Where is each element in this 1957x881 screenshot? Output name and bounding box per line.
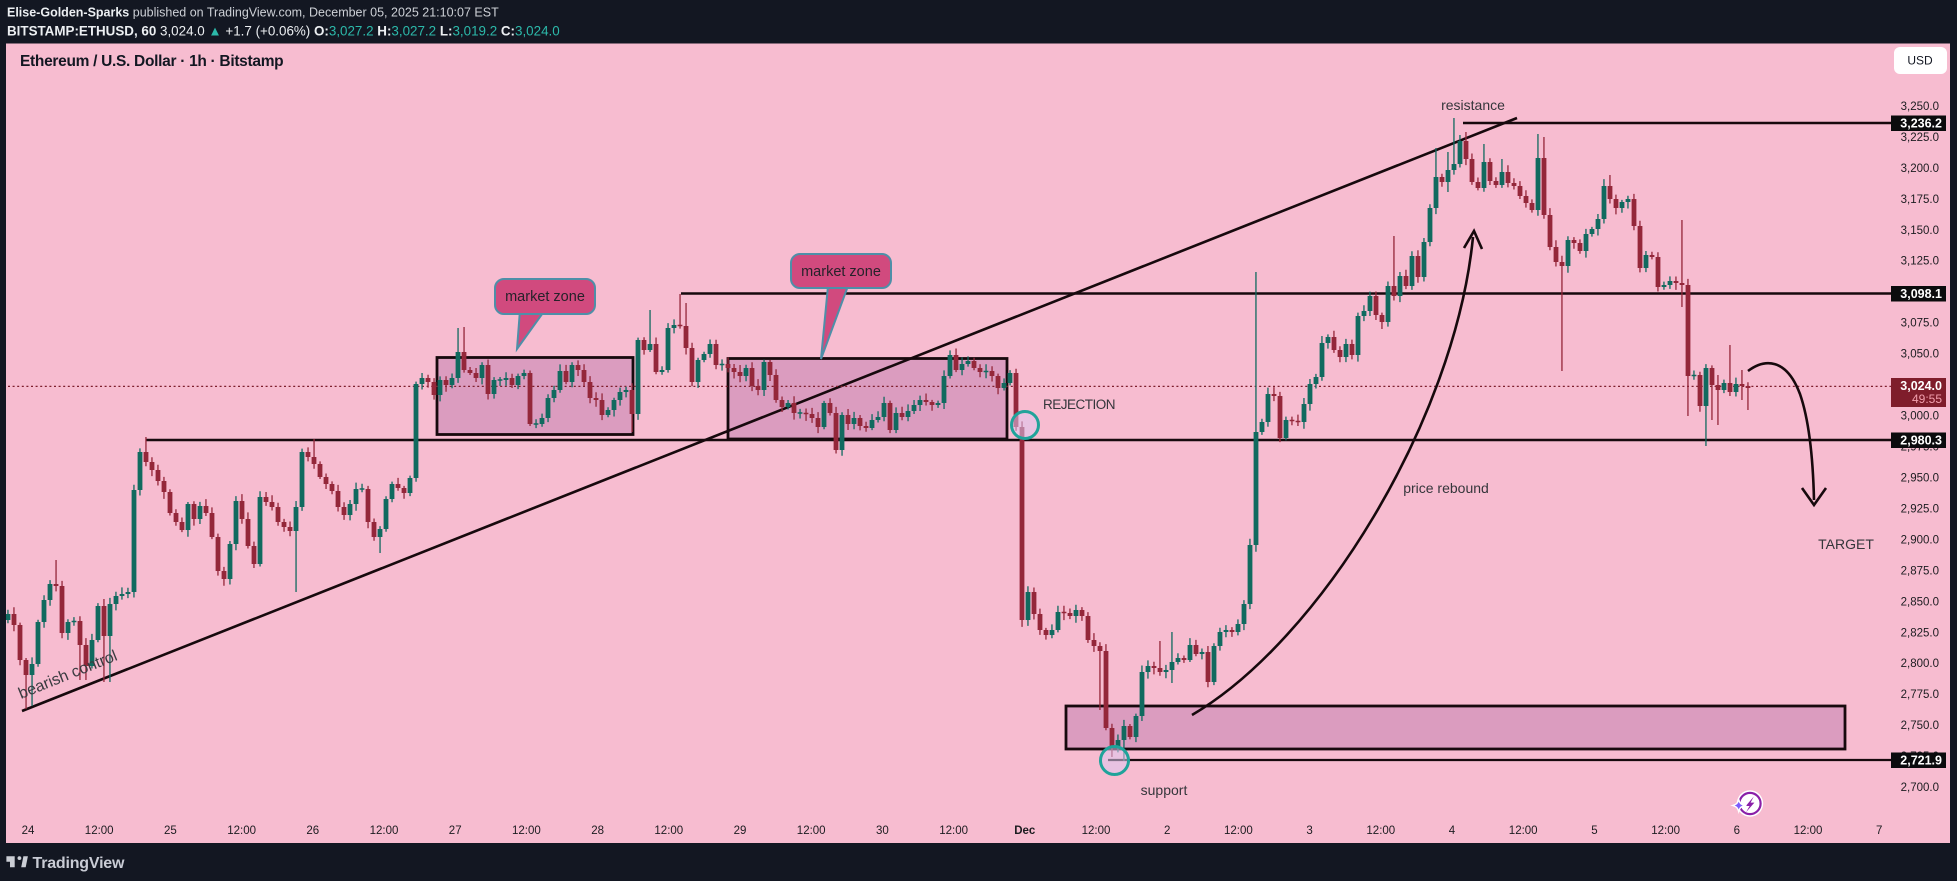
svg-text:resistance: resistance <box>1441 97 1505 113</box>
svg-text:TARGET: TARGET <box>1818 536 1874 552</box>
svg-text:2,825.0: 2,825.0 <box>1901 627 1939 639</box>
svg-text:2,980.3: 2,980.3 <box>1900 434 1942 448</box>
svg-text:12:00: 12:00 <box>370 825 399 837</box>
svg-text:2,700.0: 2,700.0 <box>1901 782 1939 794</box>
svg-text:3,175.0: 3,175.0 <box>1901 194 1939 206</box>
svg-text:Elise-Golden-Sparks published: Elise-Golden-Sparks published on Trading… <box>7 6 499 20</box>
svg-text:7: 7 <box>1876 825 1882 837</box>
svg-text:2,750.0: 2,750.0 <box>1901 720 1939 732</box>
svg-text:30: 30 <box>876 825 889 837</box>
svg-text:3,075.0: 3,075.0 <box>1901 318 1939 330</box>
svg-text:3: 3 <box>1306 825 1312 837</box>
svg-text:3,236.2: 3,236.2 <box>1900 117 1942 131</box>
svg-text:12:00: 12:00 <box>797 825 826 837</box>
svg-text:27: 27 <box>449 825 462 837</box>
svg-text:Ethereum / U.S. Dollar · 1h ·: Ethereum / U.S. Dollar · 1h · Bitstamp <box>20 53 283 70</box>
svg-text:3,125.0: 3,125.0 <box>1901 256 1939 268</box>
svg-text:12:00: 12:00 <box>1509 825 1538 837</box>
svg-text:12:00: 12:00 <box>654 825 683 837</box>
svg-text:support: support <box>1141 782 1188 798</box>
svg-text:49:55: 49:55 <box>1912 392 1942 406</box>
svg-text:3,098.1: 3,098.1 <box>1900 287 1942 301</box>
svg-text:25: 25 <box>164 825 177 837</box>
svg-text:2: 2 <box>1164 825 1170 837</box>
svg-text:market zone: market zone <box>801 264 881 280</box>
svg-text:6: 6 <box>1734 825 1740 837</box>
svg-text:12:00: 12:00 <box>1082 825 1111 837</box>
svg-text:12:00: 12:00 <box>1651 825 1680 837</box>
svg-text:market zone: market zone <box>505 289 585 305</box>
svg-text:price rebound: price rebound <box>1403 480 1489 496</box>
svg-text:3,150.0: 3,150.0 <box>1901 225 1939 237</box>
svg-text:2,900.0: 2,900.0 <box>1901 534 1939 546</box>
svg-text:12:00: 12:00 <box>227 825 256 837</box>
svg-text:4: 4 <box>1449 825 1456 837</box>
svg-text:12:00: 12:00 <box>939 825 968 837</box>
svg-text:3,050.0: 3,050.0 <box>1901 349 1939 361</box>
svg-text:3,024.0: 3,024.0 <box>1900 379 1942 393</box>
svg-text:2,850.0: 2,850.0 <box>1901 596 1939 608</box>
svg-text:12:00: 12:00 <box>512 825 541 837</box>
svg-text:2,721.9: 2,721.9 <box>1900 754 1942 768</box>
svg-text:2,800.0: 2,800.0 <box>1901 658 1939 670</box>
svg-text:2,775.0: 2,775.0 <box>1901 689 1939 701</box>
svg-text:12:00: 12:00 <box>1224 825 1253 837</box>
svg-text:Dec: Dec <box>1014 825 1036 837</box>
svg-text:TradingView: TradingView <box>33 855 126 872</box>
svg-text:26: 26 <box>306 825 319 837</box>
svg-text:12:00: 12:00 <box>85 825 114 837</box>
svg-text:3,250.0: 3,250.0 <box>1901 101 1939 113</box>
svg-text:USD: USD <box>1907 54 1933 68</box>
svg-text:5: 5 <box>1591 825 1597 837</box>
svg-text:12:00: 12:00 <box>1366 825 1395 837</box>
svg-text:29: 29 <box>734 825 747 837</box>
svg-text:REJECTION: REJECTION <box>1043 397 1115 412</box>
svg-text:2,950.0: 2,950.0 <box>1901 473 1939 485</box>
svg-text:3,225.0: 3,225.0 <box>1901 132 1939 144</box>
svg-text:2,925.0: 2,925.0 <box>1901 503 1939 515</box>
svg-text:28: 28 <box>591 825 604 837</box>
svg-text:12:00: 12:00 <box>1794 825 1823 837</box>
svg-text:2,875.0: 2,875.0 <box>1901 565 1939 577</box>
svg-text:24: 24 <box>22 825 35 837</box>
svg-text:3,200.0: 3,200.0 <box>1901 163 1939 175</box>
svg-text:BITSTAMP:ETHUSD, 60 3,024.0 ▲: BITSTAMP:ETHUSD, 60 3,024.0 ▲ +1.7 (+0.0… <box>7 24 560 39</box>
svg-text:3,000.0: 3,000.0 <box>1901 411 1939 423</box>
